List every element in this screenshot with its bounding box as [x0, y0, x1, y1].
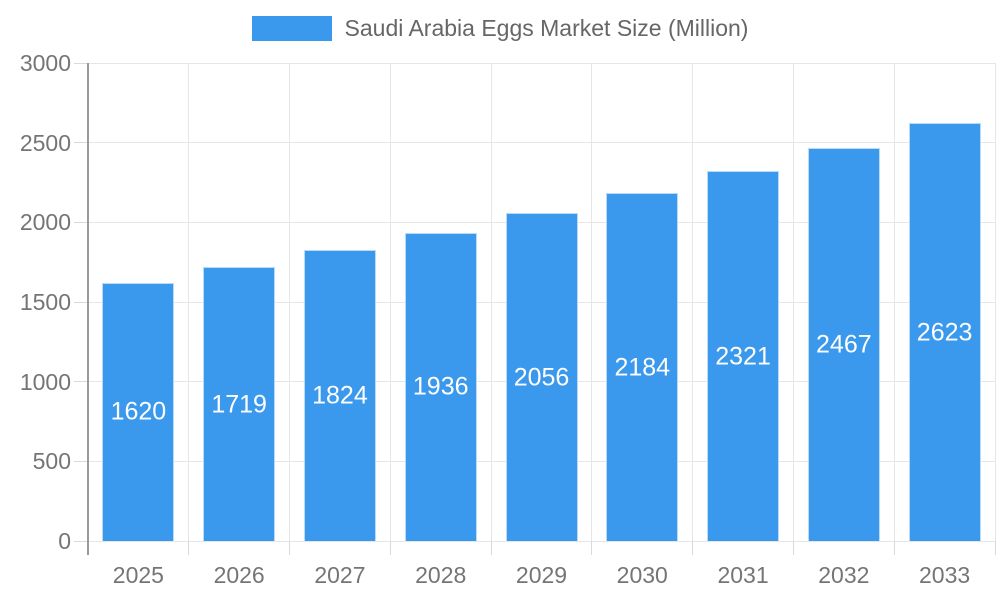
bar[interactable]: 1719 — [203, 267, 276, 541]
bar[interactable]: 2184 — [606, 193, 679, 541]
bar-value-label: 1719 — [211, 390, 267, 419]
x-tick-label: 2032 — [818, 562, 870, 588]
y-tick-mark — [74, 460, 88, 462]
x-gridline — [893, 63, 895, 541]
bar[interactable]: 2623 — [908, 123, 981, 541]
x-tick-mark — [188, 541, 190, 555]
x-tick-label: 2026 — [213, 562, 265, 588]
x-gridline — [792, 63, 794, 541]
bar[interactable]: 1620 — [102, 282, 175, 541]
y-tick-mark — [74, 221, 88, 223]
x-tick-label: 2028 — [415, 562, 467, 588]
bar[interactable]: 2321 — [707, 171, 780, 541]
bar-value-label: 2056 — [513, 363, 570, 392]
x-tick-label: 2025 — [112, 562, 164, 588]
x-tick-mark — [490, 541, 492, 555]
x-gridline — [389, 63, 391, 541]
x-tick-mark — [994, 541, 996, 555]
x-gridline — [289, 63, 291, 541]
x-tick-mark — [893, 541, 895, 555]
y-tick-label: 2500 — [19, 129, 71, 156]
y-gridline — [88, 62, 995, 64]
bar[interactable]: 2467 — [807, 147, 880, 541]
y-tick-label: 3000 — [19, 50, 71, 76]
legend-swatch — [251, 16, 332, 41]
y-tick-mark — [74, 540, 88, 542]
bar[interactable]: 1824 — [303, 250, 376, 541]
x-gridline — [490, 63, 492, 541]
bar-value-label: 2467 — [816, 330, 872, 359]
y-axis-line — [87, 63, 89, 555]
legend-label: Saudi Arabia Eggs Market Size (Million) — [344, 15, 749, 41]
x-gridline — [591, 63, 593, 541]
bar-value-label: 2184 — [614, 353, 671, 381]
x-tick-label: 2033 — [919, 562, 971, 588]
x-tick-label: 2027 — [314, 562, 366, 588]
bar-value-label: 2623 — [916, 318, 973, 347]
y-tick-label: 0 — [58, 528, 71, 554]
x-gridline — [188, 63, 190, 541]
legend[interactable]: Saudi Arabia Eggs Market Size (Million) — [0, 16, 1000, 41]
x-tick-mark — [389, 541, 391, 555]
y-tick-mark — [74, 301, 88, 303]
x-tick-mark — [289, 541, 291, 555]
bar-value-label: 1620 — [110, 397, 167, 426]
bar[interactable]: 2056 — [505, 213, 578, 541]
y-tick-mark — [74, 381, 88, 383]
x-tick-mark — [692, 541, 694, 555]
bar-value-label: 2321 — [715, 342, 771, 371]
y-gridline — [88, 540, 995, 542]
x-tick-label: 2031 — [717, 562, 769, 588]
x-tick-mark — [792, 541, 794, 555]
x-gridline — [994, 63, 996, 541]
y-tick-mark — [74, 62, 88, 64]
x-gridline — [692, 63, 694, 541]
y-gridline — [88, 142, 995, 144]
x-tick-label: 2030 — [616, 562, 668, 588]
x-tick-mark — [591, 541, 593, 555]
bar[interactable]: 1936 — [404, 232, 477, 541]
y-tick-label: 1000 — [19, 368, 71, 395]
y-tick-label: 500 — [32, 448, 71, 475]
y-tick-label: 1500 — [19, 289, 71, 315]
bar-value-label: 1824 — [312, 381, 368, 410]
y-tick-label: 2000 — [19, 209, 71, 236]
bar-value-label: 1936 — [412, 372, 469, 401]
y-tick-mark — [74, 142, 88, 144]
x-tick-label: 2029 — [515, 562, 568, 588]
